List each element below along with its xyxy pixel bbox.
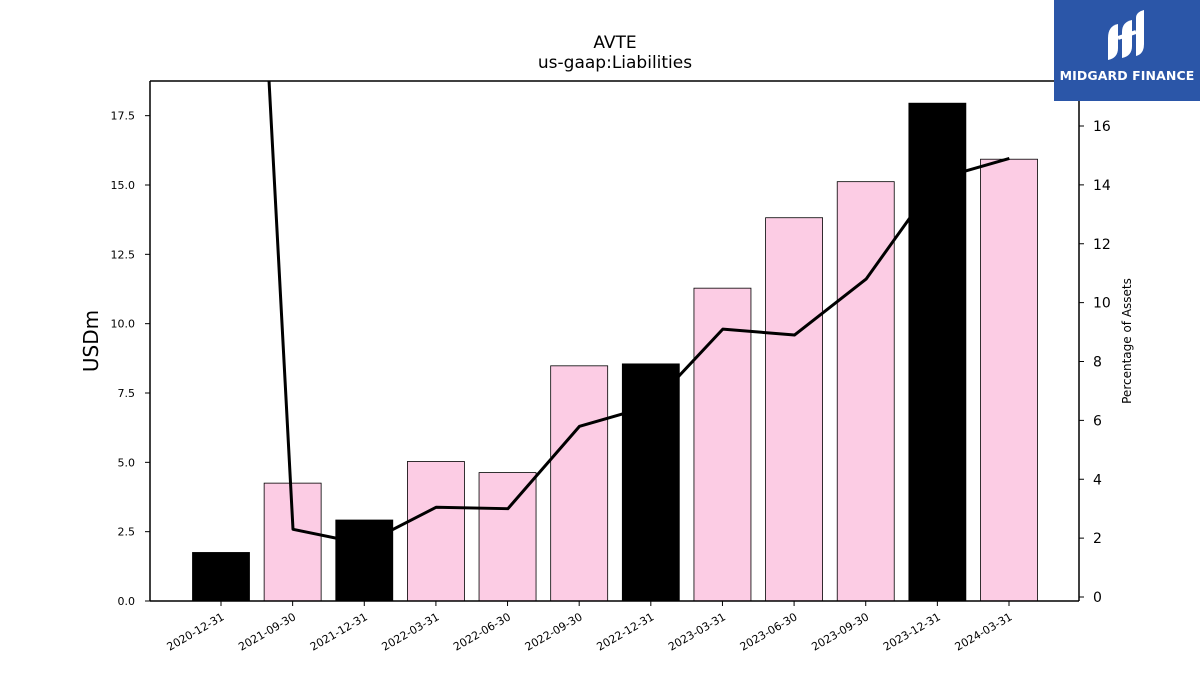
- bar-2022-12-31: [621, 363, 680, 602]
- y-axis-label: USDm: [79, 310, 103, 372]
- brand-logo: MIDGARD FINANCE: [1054, 0, 1200, 101]
- y-tick-label: 12.5: [111, 248, 136, 261]
- x-tick-label: 2022-12-31: [594, 610, 656, 653]
- y2-tick-label: 4: [1093, 472, 1102, 488]
- x-tick-label: 2022-06-30: [451, 610, 513, 653]
- x-tick-label: 2020-12-31: [165, 610, 227, 653]
- bar-2022-09-30: [550, 365, 609, 602]
- y-tick-label: 5.0: [118, 456, 136, 469]
- y-tick-label: 17.5: [111, 110, 136, 123]
- y2-tick-label: 12: [1093, 237, 1111, 253]
- x-tick-label: 2024-03-31: [953, 610, 1015, 653]
- chart-title: AVTE: [593, 33, 636, 53]
- bar-2023-09-30: [836, 181, 895, 602]
- y2-tick-label: 14: [1093, 178, 1111, 194]
- bar-2023-06-30: [765, 217, 823, 602]
- y2-tick-label: 6: [1093, 413, 1102, 429]
- bar-2021-12-31: [335, 519, 394, 602]
- bar-2023-03-31: [693, 287, 752, 602]
- y2-axis-label: Percentage of Assets: [1120, 278, 1134, 404]
- y2-tick-label: 16: [1093, 119, 1111, 135]
- x-tick-label: 2023-06-30: [738, 610, 800, 653]
- bar-2022-03-31: [407, 461, 465, 602]
- bar-2020-12-31: [192, 552, 250, 602]
- logo-mark-icon: [1108, 10, 1144, 60]
- x-tick-label: 2021-09-30: [236, 610, 298, 653]
- x-tick-label: 2023-12-31: [881, 610, 943, 653]
- logo-text: MIDGARD FINANCE: [1059, 68, 1195, 83]
- bar-2022-06-30: [478, 472, 537, 602]
- percentage-line: [267, 81, 1010, 546]
- x-tick-label: 2022-03-31: [380, 610, 442, 653]
- chart-subtitle: us-gaap:Liabilities: [538, 53, 692, 73]
- bar-2023-12-31: [908, 102, 967, 602]
- bars-group: [192, 102, 1038, 602]
- bar-2024-03-31: [980, 158, 1038, 602]
- line-group: [267, 81, 1010, 546]
- x-tick-label: 2022-09-30: [523, 610, 585, 653]
- y2-tick-label: 10: [1093, 296, 1111, 312]
- y-tick-label: 10.0: [111, 318, 136, 331]
- y-tick-label: 0.0: [118, 595, 136, 608]
- x-tick-label: 2023-09-30: [809, 610, 871, 653]
- y2-tick-label: 8: [1093, 355, 1102, 371]
- y-tick-label: 15.0: [111, 179, 136, 192]
- x-tick-label: 2021-12-31: [308, 610, 370, 653]
- y2-tick-label: 0: [1093, 590, 1102, 606]
- y2-tick-label: 2: [1093, 531, 1102, 547]
- y-tick-label: 2.5: [118, 526, 136, 539]
- y-tick-label: 7.5: [118, 387, 136, 400]
- x-tick-label: 2023-03-31: [666, 610, 728, 653]
